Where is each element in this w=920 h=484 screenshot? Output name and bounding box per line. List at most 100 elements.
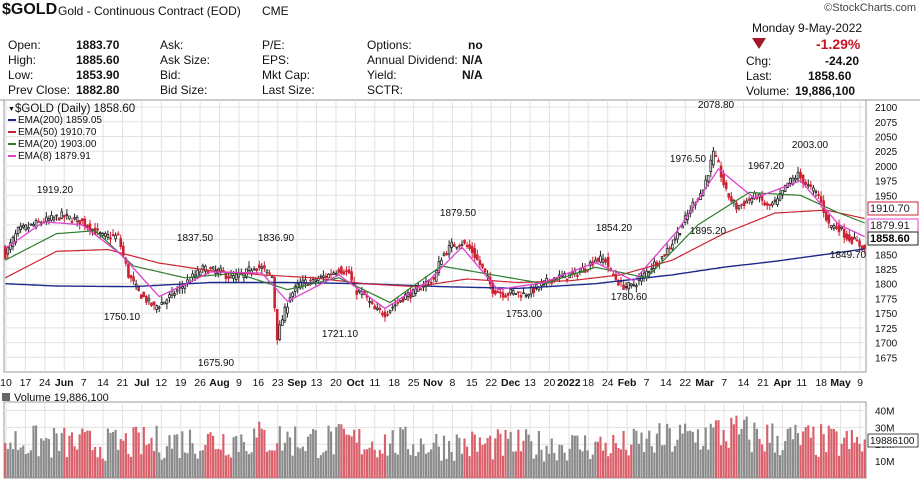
- candle-body: [832, 225, 836, 229]
- candle-body: [717, 160, 720, 163]
- x-tick-label: 21: [757, 377, 769, 389]
- volume-bar: [281, 450, 284, 478]
- candle-body: [165, 299, 169, 305]
- volume-bar: [471, 431, 474, 478]
- volume-bar: [458, 437, 461, 478]
- volume-bar: [699, 449, 702, 478]
- candle-body: [730, 196, 733, 202]
- price-annotation: 1753.00: [506, 309, 543, 320]
- quote-value: 1885.60: [76, 53, 120, 67]
- x-tick-label: 18: [582, 377, 594, 389]
- price-annotation: 2003.00: [792, 140, 829, 151]
- x-tick-label: 18: [388, 377, 400, 389]
- quote-label: SCTR:: [367, 83, 403, 97]
- volume-bar: [509, 431, 512, 478]
- candle-body: [606, 257, 610, 268]
- volume-bar: [581, 451, 584, 478]
- x-tick-label: 18: [815, 377, 827, 389]
- x-tick-label: 22: [485, 377, 497, 389]
- x-tick-label: Sep: [288, 377, 307, 389]
- price-annotation: 1919.20: [37, 185, 74, 196]
- candle-body: [32, 223, 35, 227]
- candle-body: [286, 306, 289, 314]
- candle-body: [322, 275, 325, 278]
- volume-bar: [768, 442, 771, 478]
- candle-body: [160, 301, 164, 305]
- volume-bar: [106, 428, 109, 478]
- x-tick-label: 24: [39, 377, 51, 389]
- volume-bar: [689, 430, 692, 478]
- volume-label: Volume 19,886,100: [14, 392, 109, 404]
- quote-label: Open:: [8, 38, 41, 52]
- candle-body: [789, 177, 792, 184]
- candle-body: [278, 324, 282, 340]
- candle-body: [853, 237, 856, 240]
- volume-bar: [591, 454, 594, 478]
- candle-body: [101, 233, 105, 236]
- volume-bar: [276, 443, 279, 478]
- volume-bar: [258, 421, 261, 478]
- candle-body: [91, 228, 94, 231]
- volume-bar: [750, 452, 753, 478]
- volume-bar: [47, 439, 50, 478]
- volume-bar: [748, 439, 751, 478]
- candle-body: [830, 225, 833, 228]
- volume-bar: [550, 438, 553, 478]
- ema200-line: [5, 248, 865, 290]
- candle-body: [252, 268, 256, 271]
- volume-bar: [191, 443, 194, 478]
- volume-bar: [855, 436, 859, 478]
- x-tick-label: 13: [524, 377, 536, 389]
- quote-label: Last Size:: [262, 83, 315, 97]
- volume-bar: [176, 434, 179, 478]
- price-marker-label: 1910.70: [870, 203, 910, 215]
- volume-bar: [376, 457, 379, 478]
- candle-body: [455, 246, 459, 249]
- volume-bar: [155, 425, 158, 478]
- volume-bar: [486, 438, 489, 478]
- volume-bar: [163, 457, 166, 478]
- quote-label: Chg:: [746, 54, 772, 68]
- volume-bar: [589, 459, 592, 478]
- volume-bar: [140, 454, 143, 478]
- volume-tick-label: 30M: [875, 423, 894, 434]
- volume-marker-box: [867, 433, 919, 448]
- volume-bar: [522, 440, 525, 478]
- candle-body: [514, 293, 518, 295]
- candle-body: [186, 279, 189, 283]
- x-tick-label: 23: [272, 377, 284, 389]
- volume-bar: [291, 455, 294, 478]
- volume-bar: [363, 449, 366, 478]
- volume-bar: [709, 423, 712, 478]
- candle-body: [671, 243, 674, 250]
- candle-body: [804, 181, 808, 185]
- candle-body: [234, 273, 238, 280]
- x-tick-label: Dec: [501, 377, 520, 389]
- volume-bar: [843, 437, 846, 478]
- volume-bar: [658, 423, 661, 478]
- volume-bar: [158, 452, 161, 478]
- volume-bar: [124, 433, 127, 478]
- volume-bar: [99, 446, 102, 478]
- candle-body: [763, 202, 766, 206]
- volume-bar: [453, 460, 456, 478]
- candle-body: [565, 278, 569, 281]
- volume-bar: [730, 417, 733, 478]
- volume-bar: [135, 426, 138, 478]
- x-tick-label: 22: [679, 377, 691, 389]
- candle-body: [60, 211, 64, 219]
- volume-bar: [604, 442, 607, 478]
- volume-panel-frame: [3, 401, 867, 479]
- candle-body: [735, 202, 738, 210]
- candle-body: [612, 273, 615, 276]
- quote-label: Ask:: [160, 38, 184, 52]
- volume-bar: [168, 435, 171, 478]
- candle-body: [411, 289, 415, 297]
- volume-bar: [350, 436, 353, 478]
- volume-bar: [548, 453, 551, 478]
- candle-body: [27, 226, 30, 230]
- volume-bar: [40, 438, 43, 478]
- candle-body: [509, 289, 512, 294]
- candle-body: [399, 300, 402, 303]
- candle-body: [129, 274, 133, 279]
